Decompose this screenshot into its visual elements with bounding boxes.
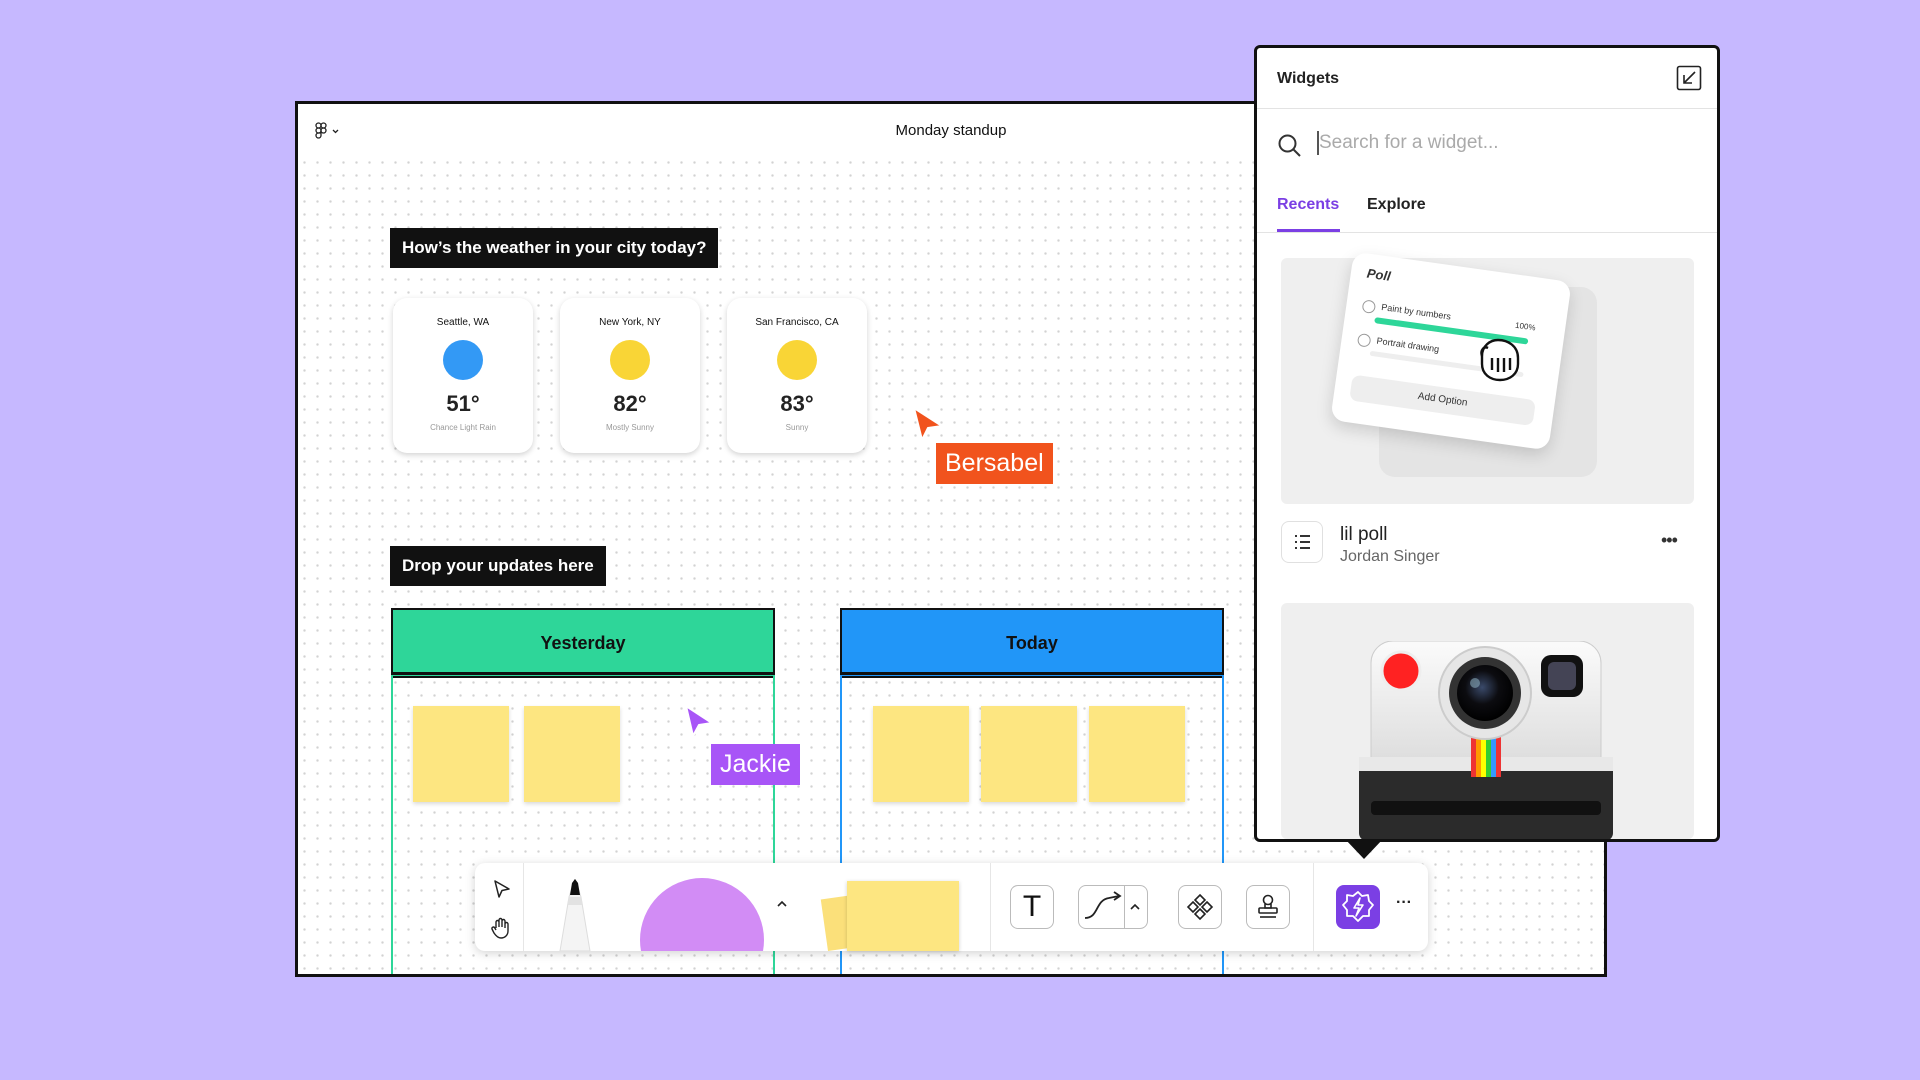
- weather-temp: 82°: [613, 391, 647, 416]
- widget-author: Jordan Singer: [1340, 548, 1440, 565]
- camera-icon: [1359, 641, 1613, 839]
- more-button[interactable]: ···: [1396, 894, 1412, 911]
- weather-city: New York, NY: [599, 317, 661, 328]
- weather-prompt-label[interactable]: How’s the weather in your city today?: [390, 228, 719, 268]
- weather-condition: Chance Light Rain: [430, 423, 496, 432]
- weather-condition: Sunny: [785, 423, 809, 432]
- shape-circle-icon[interactable]: [640, 878, 764, 951]
- marker-icon[interactable]: [550, 879, 600, 951]
- panel-divider: [1257, 108, 1717, 109]
- stamp-tool-button[interactable]: [1246, 885, 1290, 929]
- hand-icon[interactable]: [489, 916, 513, 940]
- text-tool-button[interactable]: T: [1010, 885, 1054, 929]
- component-tool-button[interactable]: [1178, 885, 1222, 929]
- text-caret: [1317, 131, 1319, 155]
- search-input[interactable]: Search for a widget...: [1319, 132, 1499, 153]
- weather-city: San Francisco, CA: [755, 317, 839, 328]
- file-title: Monday standup: [895, 122, 1007, 139]
- poll-option: Portrait drawing: [1376, 335, 1440, 355]
- collapse-panel-button[interactable]: [1676, 65, 1702, 91]
- board-header: Today: [842, 610, 1222, 678]
- widget-more-button[interactable]: •••: [1661, 530, 1678, 550]
- toolbar-divider: [1313, 863, 1314, 951]
- stamp-icon: [1258, 894, 1278, 918]
- board-header-outline: [840, 608, 1224, 675]
- figma-menu-button[interactable]: [314, 120, 348, 142]
- panel-title: Widgets: [1277, 70, 1340, 87]
- search-icon: [1277, 133, 1303, 159]
- board-header: Yesterday: [393, 610, 773, 678]
- sticky-note-icon[interactable]: [847, 881, 959, 951]
- tabs-divider: [1257, 232, 1717, 233]
- weather-city: Seattle, WA: [436, 317, 490, 328]
- toolbar-divider: [990, 863, 991, 951]
- connector-tool-button[interactable]: [1078, 885, 1148, 929]
- weather-sun-icon: [777, 340, 817, 380]
- text-icon: T: [1022, 890, 1042, 923]
- toolbar-divider: [523, 863, 524, 951]
- panel-pointer-icon: [1345, 839, 1383, 859]
- weather-circle-icon: [443, 340, 483, 380]
- widget-tool-button[interactable]: [1336, 885, 1380, 929]
- weather-sun-icon: [610, 340, 650, 380]
- sticky-note[interactable]: [413, 706, 509, 802]
- figma-logo-icon: [315, 122, 339, 139]
- component-icon: [1186, 893, 1214, 921]
- collapse-icon: [1676, 65, 1702, 91]
- grab-hand-icon: [1480, 338, 1520, 382]
- sticky-note[interactable]: [981, 706, 1077, 802]
- tab-explore[interactable]: Explore: [1367, 196, 1426, 213]
- radio-icon: [1361, 299, 1377, 314]
- cursor-arrow-icon: [685, 705, 713, 737]
- toolbar: T ···: [475, 863, 1428, 951]
- widget-name[interactable]: lil poll: [1340, 524, 1388, 545]
- poll-card: Poll Paint by numbers 100% Portrait draw…: [1330, 251, 1572, 451]
- active-tab-indicator: [1277, 229, 1340, 232]
- list-icon: [1281, 521, 1323, 563]
- tab-recents[interactable]: Recents: [1277, 196, 1340, 213]
- sticky-note[interactable]: [873, 706, 969, 802]
- weather-condition: Mostly Sunny: [605, 423, 655, 432]
- cursor-arrow-icon: [913, 407, 943, 441]
- board-title: Today: [1006, 632, 1058, 653]
- cursor-label-bersabel: Bersabel: [936, 443, 1053, 484]
- board-today[interactable]: Today: [840, 608, 1224, 974]
- weather-temp: 51°: [446, 391, 480, 416]
- widgets-panel[interactable]: Widgets Search for a widget... Recents E…: [1254, 45, 1720, 842]
- weather-temp: 83°: [780, 391, 814, 416]
- sticky-note[interactable]: [524, 706, 620, 802]
- poll-title: Poll: [1365, 265, 1392, 284]
- widget-preview-camera[interactable]: [1281, 603, 1694, 839]
- board-title: Yesterday: [540, 632, 626, 653]
- board-header-outline: [391, 608, 775, 675]
- weather-card[interactable]: San Francisco, CA 83° Sunny: [727, 298, 867, 453]
- board-yesterday[interactable]: Yesterday: [391, 608, 775, 974]
- weather-card[interactable]: Seattle, WA 51° Chance Light Rain: [393, 298, 533, 453]
- weather-card[interactable]: New York, NY 82° Mostly Sunny: [560, 298, 700, 453]
- sticky-note[interactable]: [1089, 706, 1185, 802]
- radio-icon: [1356, 332, 1372, 348]
- chevron-up-icon[interactable]: [775, 897, 789, 911]
- poll-percent: 100%: [1514, 320, 1537, 333]
- cursor-label-jackie: Jackie: [711, 744, 800, 785]
- widget-icon: [1342, 891, 1374, 922]
- connector-icon: [1084, 886, 1140, 928]
- select-arrow-icon[interactable]: [491, 878, 513, 900]
- widget-preview-poll[interactable]: Poll Paint by numbers 100% Portrait draw…: [1281, 251, 1694, 504]
- updates-prompt-label[interactable]: Drop your updates here: [390, 546, 606, 586]
